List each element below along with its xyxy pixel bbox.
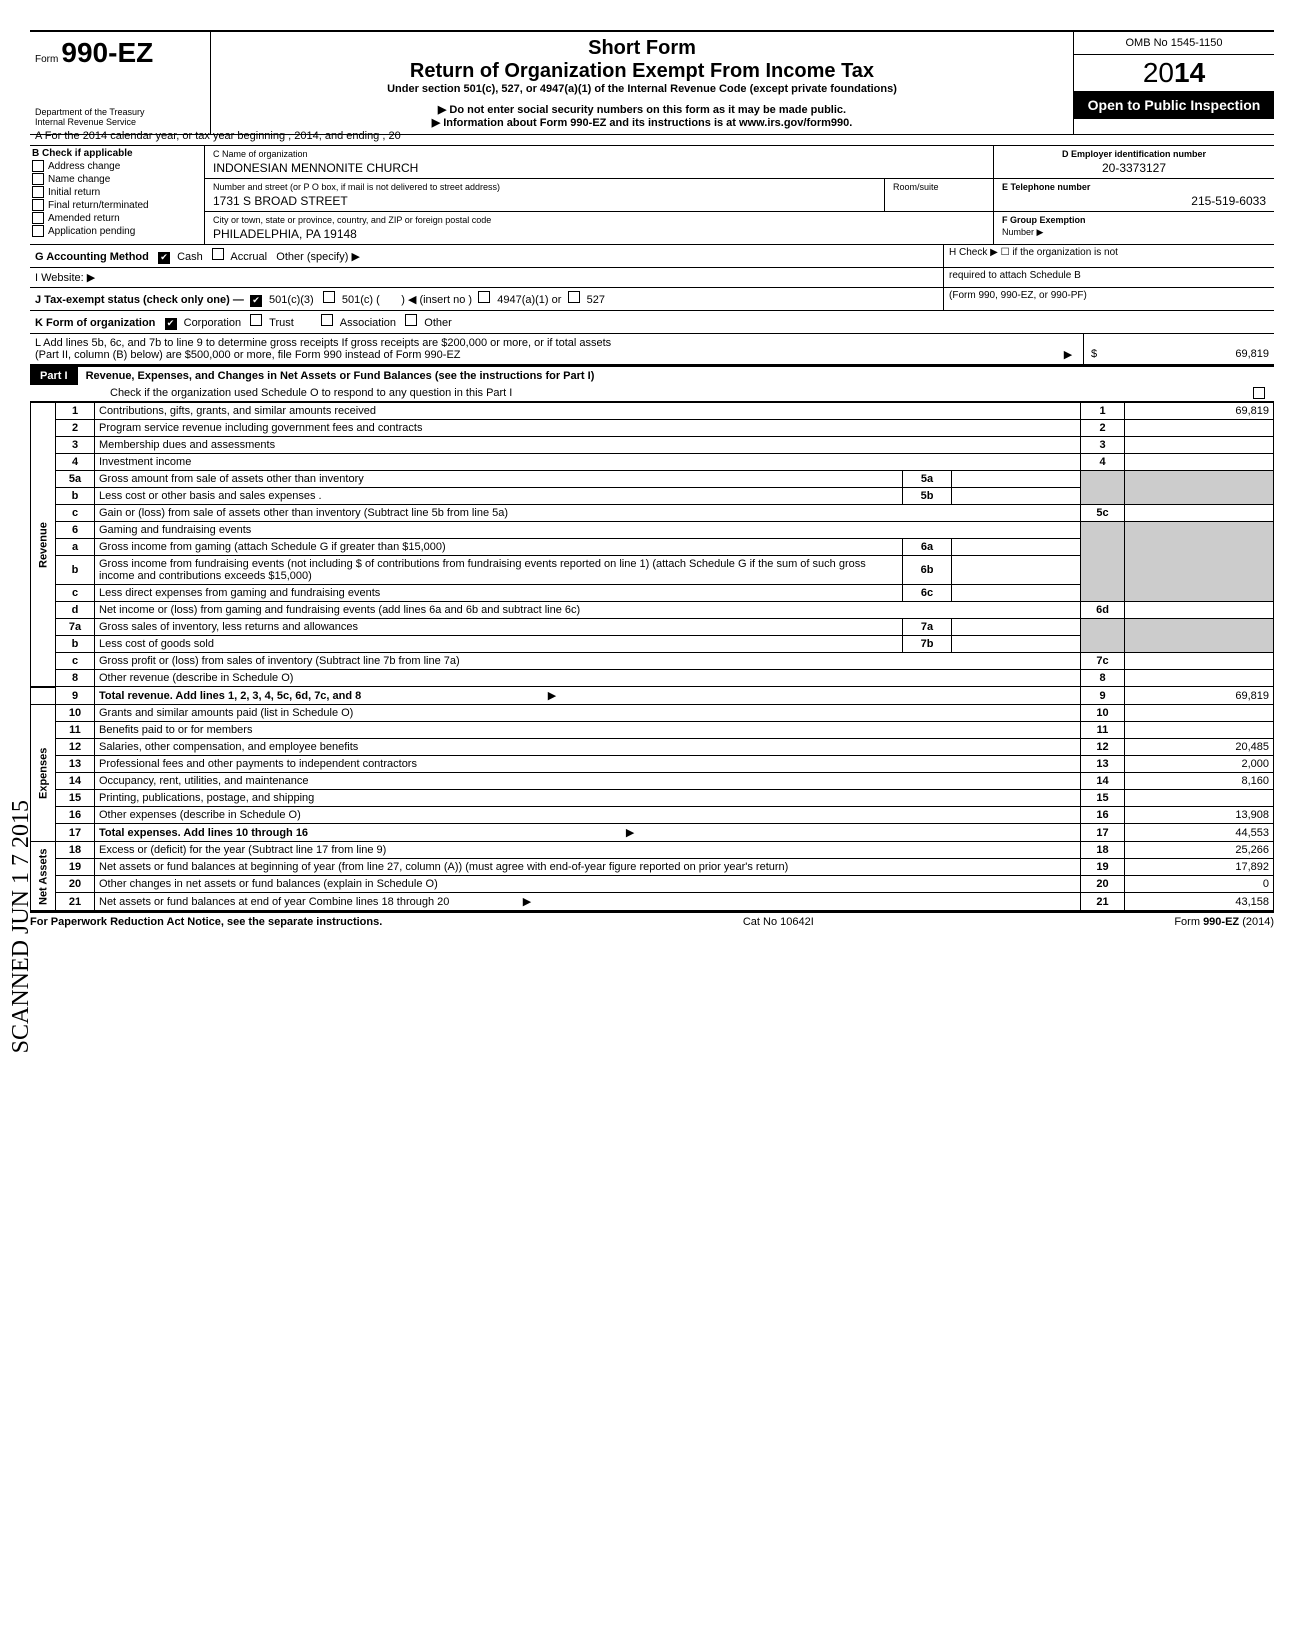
l-arrow: ▶ — [1053, 334, 1083, 364]
short-form-label: Short Form — [221, 37, 1063, 60]
check-cash[interactable]: ✔ — [158, 252, 170, 264]
g-label: G Accounting Method — [35, 251, 149, 263]
check-501c3[interactable]: ✔ — [250, 295, 262, 307]
section-bcdef: B Check if applicable Address change Nam… — [30, 146, 1274, 245]
check-corp[interactable]: ✔ — [165, 318, 177, 330]
h-cont: required to attach Schedule B — [943, 268, 1274, 287]
header-right: OMB No 1545-1150 2014 Open to Public Ins… — [1073, 32, 1274, 134]
check-other[interactable] — [405, 314, 417, 326]
footer-left: For Paperwork Reduction Act Notice, see … — [30, 916, 382, 928]
org-name: INDONESIAN MENNONITE CHURCH — [209, 160, 989, 176]
line-i: I Website: ▶ — [30, 268, 943, 287]
check-assoc[interactable] — [321, 314, 333, 326]
footer: For Paperwork Reduction Act Notice, see … — [30, 911, 1274, 931]
check-final[interactable]: Final return/terminated — [32, 199, 202, 211]
warning: ▶ Do not enter social security numbers o… — [221, 103, 1063, 116]
l-dollar: $ — [1083, 334, 1104, 364]
year-prefix: 20 — [1143, 57, 1174, 88]
part1-label: Part I — [30, 367, 78, 385]
check-accrual[interactable] — [212, 248, 224, 260]
part1-checkbox[interactable] — [1253, 387, 1265, 399]
phone-value: 215-519-6033 — [998, 193, 1270, 209]
d-label: D Employer identification number — [998, 148, 1270, 160]
city-value: PHILADELPHIA, PA 19148 — [209, 226, 989, 242]
revenue-sidelabel: Revenue — [31, 403, 56, 687]
part1-check-text: Check if the organization used Schedule … — [110, 387, 512, 399]
check-initial[interactable]: Initial return — [32, 186, 202, 198]
city-label: City or town, state or province, country… — [209, 214, 989, 226]
street-label: Number and street (or P O box, if mail i… — [209, 181, 880, 193]
part1-title: Revenue, Expenses, and Changes in Net As… — [81, 367, 600, 385]
dept-treasury: Department of the Treasury — [35, 107, 205, 117]
room-label: Room/suite — [889, 181, 989, 193]
footer-right: Form 990-EZ (2014) — [1174, 916, 1274, 928]
main-table: Revenue 1 Contributions, gifts, grants, … — [30, 402, 1274, 911]
check-name[interactable]: Name change — [32, 173, 202, 185]
f-label2: Number ▶ — [998, 226, 1047, 238]
form-990ez: Form 990-EZ Short Form Return of Organiz… — [30, 30, 1274, 931]
form-prefix: Form — [35, 54, 58, 65]
form-number: 990-EZ — [61, 37, 153, 68]
col-c: C Name of organization INDONESIAN MENNON… — [205, 146, 994, 244]
line-l: L Add lines 5b, 6c, and 7b to line 9 to … — [30, 334, 1053, 364]
form-title: Return of Organization Exempt From Incom… — [221, 60, 1063, 83]
check-pending[interactable]: Application pending — [32, 225, 202, 237]
info-link: ▶ Information about Form 990-EZ and its … — [221, 116, 1063, 129]
ein-value: 20-3373127 — [998, 160, 1270, 176]
header-center: Short Form Return of Organization Exempt… — [211, 32, 1073, 134]
dept-block: Department of the Treasury Internal Reve… — [30, 107, 210, 127]
scanned-stamp: SCANNED JUN 1 7 2015 — [8, 800, 35, 1053]
tax-year: 2014 — [1074, 55, 1274, 91]
omb-number: OMB No 1545-1150 — [1074, 32, 1274, 55]
part1-header: Part I Revenue, Expenses, and Changes in… — [30, 366, 1274, 402]
open-public-badge: Open to Public Inspection — [1074, 91, 1274, 119]
line-h: H Check ▶ ☐ if the organization is not — [943, 245, 1274, 267]
b-label: B Check if applicable — [32, 148, 202, 159]
check-501c[interactable] — [323, 291, 335, 303]
irs-label: Internal Revenue Service — [35, 117, 205, 127]
h-text1: H Check ▶ ☐ if the organization is not — [949, 247, 1269, 258]
c-label: C Name of organization — [209, 148, 989, 160]
col-de: D Employer identification number 20-3373… — [994, 146, 1274, 244]
header: Form 990-EZ Short Form Return of Organiz… — [30, 30, 1274, 135]
f-label: F Group Exemption — [998, 214, 1090, 226]
footer-center: Cat No 10642I — [743, 916, 814, 928]
col-b: B Check if applicable Address change Nam… — [30, 146, 205, 244]
check-4947[interactable] — [478, 291, 490, 303]
line-k: K Form of organization ✔ Corporation Tru… — [30, 311, 1274, 334]
line-g: G Accounting Method ✔ Cash Accrual Other… — [30, 245, 943, 267]
form-subtitle: Under section 501(c), 527, or 4947(a)(1)… — [221, 83, 1063, 95]
l-value: 69,819 — [1104, 334, 1274, 364]
h-cont2: (Form 990, 990-EZ, or 990-PF) — [943, 288, 1274, 310]
line-j: J Tax-exempt status (check only one) — ✔… — [30, 288, 943, 310]
e-label: E Telephone number — [998, 181, 1270, 193]
year-bold: 14 — [1174, 57, 1205, 88]
check-527[interactable] — [568, 291, 580, 303]
check-trust[interactable] — [250, 314, 262, 326]
check-address[interactable]: Address change — [32, 160, 202, 172]
check-amended[interactable]: Amended return — [32, 212, 202, 224]
street-value: 1731 S BROAD STREET — [209, 193, 880, 209]
